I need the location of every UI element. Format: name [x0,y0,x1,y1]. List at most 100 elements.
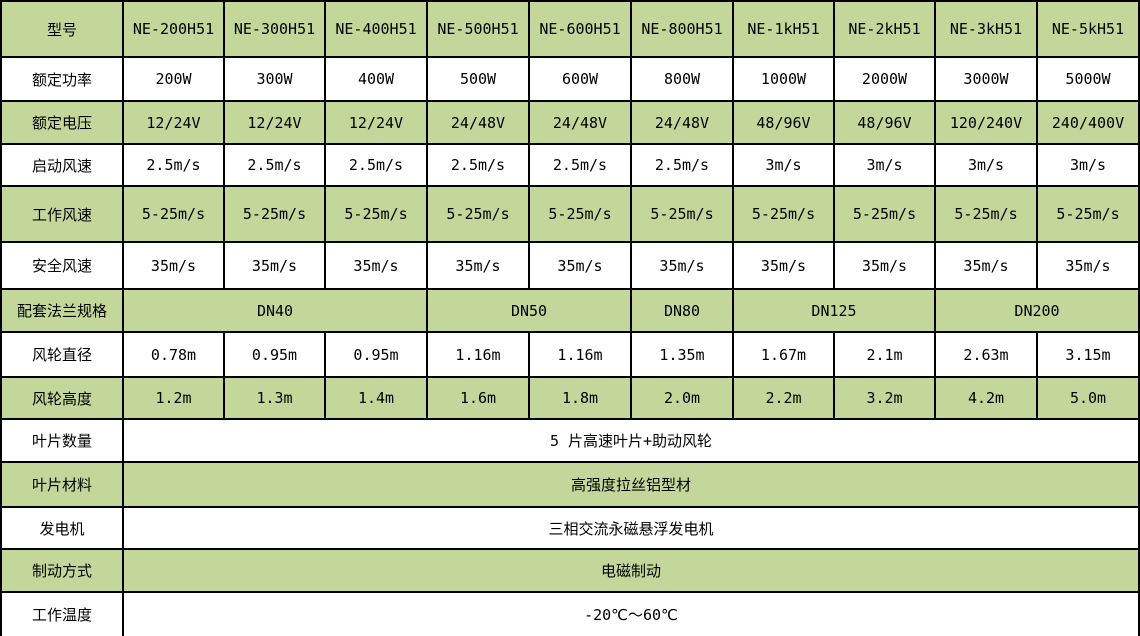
flange-span-cell: DN50 [426,288,632,333]
full-width-value-cell: 高强度拉丝铝型材 [122,461,1140,508]
row-label-rotor-height: 风轮高度 [0,376,124,420]
model-header-cell: NE-200H51 [122,0,225,58]
row-label-startup-wind-speed: 启动风速 [0,143,124,187]
spec-value-cell: 4.2m [934,376,1038,420]
row-label-safety-wind-speed: 安全风速 [0,241,124,290]
flange-span-cell: DN40 [122,288,428,333]
spec-value-cell: 800W [630,56,734,102]
row-label-flange-spec: 配套法兰规格 [0,288,124,333]
spec-value-cell: 600W [528,56,632,102]
model-header-cell: NE-500H51 [426,0,530,58]
spec-value-cell: 5-25m/s [528,185,632,243]
spec-value-cell: 35m/s [732,241,835,290]
spec-value-cell: 24/48V [528,100,632,145]
model-header-cell: NE-800H51 [630,0,734,58]
row-label-rotor-diameter: 风轮直径 [0,331,124,378]
table-row-blade-count: 叶片数量 5 片高速叶片+助动风轮 [0,418,1140,463]
spec-value-cell: 300W [223,56,326,102]
spec-value-cell: 2.5m/s [122,143,225,187]
row-label-braking-method: 制动方式 [0,548,124,593]
model-header-cell: NE-3kH51 [934,0,1038,58]
table-row-startup-wind-speed: 启动风速 2.5m/s 2.5m/s 2.5m/s 2.5m/s 2.5m/s 2.5m/s… [0,143,1140,187]
table-row-rated-power: 额定功率 200W 300W 400W 500W 600W 800W 1000W 2000W 30… [0,56,1140,102]
flange-span-cell: DN80 [630,288,734,333]
spec-value-cell: 500W [426,56,530,102]
spec-value-cell: 1.67m [732,331,835,378]
spec-value-cell: 2.0m [630,376,734,420]
spec-value-cell: 5-25m/s [426,185,530,243]
row-label-model: 型号 [0,0,124,58]
spec-value-cell: 0.95m [223,331,326,378]
table-row-rotor-height: 风轮高度 1.2m 1.3m 1.4m 1.6m 1.8m 2.0m 2.2m 3.2m 4.2m… [0,376,1140,420]
row-label-blade-material: 叶片材料 [0,461,124,508]
spec-value-cell: 5-25m/s [732,185,835,243]
row-label-rated-power: 额定功率 [0,56,124,102]
row-label-working-wind-speed: 工作风速 [0,185,124,243]
spec-value-cell: 12/24V [223,100,326,145]
spec-value-cell: 48/96V [732,100,835,145]
spec-value-cell: 1.2m [122,376,225,420]
full-width-value-cell: 电磁制动 [122,548,1140,593]
spec-value-cell: 48/96V [833,100,936,145]
table-row-rotor-diameter: 风轮直径 0.78m 0.95m 0.95m 1.16m 1.16m 1.35m 1.67m 2… [0,331,1140,378]
full-width-value-cell: -20℃～60℃ [122,591,1140,636]
spec-value-cell: 2.5m/s [324,143,428,187]
spec-value-cell: 1.3m [223,376,326,420]
table-row-safety-wind-speed: 安全风速 35m/s 35m/s 35m/s 35m/s 35m/s 35m/s 35m/s 3… [0,241,1140,290]
spec-value-cell: 35m/s [426,241,530,290]
spec-value-cell: 35m/s [324,241,428,290]
spec-value-cell: 3m/s [833,143,936,187]
flange-span-cell: DN125 [732,288,936,333]
spec-value-cell: 120/240V [934,100,1038,145]
spec-value-cell: 1.16m [426,331,530,378]
spec-value-cell: 1.6m [426,376,530,420]
spec-value-cell: 3m/s [1036,143,1140,187]
model-header-cell: NE-300H51 [223,0,326,58]
model-header-cell: NE-1kH51 [732,0,835,58]
spec-value-cell: 5-25m/s [1036,185,1140,243]
full-width-value-cell: 5 片高速叶片+助动风轮 [122,418,1140,463]
spec-value-cell: 2.5m/s [426,143,530,187]
spec-value-cell: 2.5m/s [630,143,734,187]
row-label-generator: 发电机 [0,506,124,550]
spec-value-cell: 5-25m/s [934,185,1038,243]
spec-value-cell: 5-25m/s [223,185,326,243]
spec-value-cell: 1.16m [528,331,632,378]
table-row-flange-spec: 配套法兰规格 DN40 DN50 DN80 DN125 DN200 [0,288,1140,333]
spec-value-cell: 35m/s [630,241,734,290]
model-header-cell: NE-5kH51 [1036,0,1140,58]
table-row-blade-material: 叶片材料 高强度拉丝铝型材 [0,461,1140,508]
flange-span-cell: DN200 [934,288,1140,333]
full-width-value-cell: 三相交流永磁悬浮发电机 [122,506,1140,550]
spec-value-cell: 2000W [833,56,936,102]
spec-value-cell: 5-25m/s [324,185,428,243]
spec-value-cell: 1000W [732,56,835,102]
model-header-cell: NE-400H51 [324,0,428,58]
spec-value-cell: 3m/s [934,143,1038,187]
spec-value-cell: 2.63m [934,331,1038,378]
table-row-working-temperature: 工作温度 -20℃～60℃ [0,591,1140,636]
spec-value-cell: 2.5m/s [223,143,326,187]
spec-value-cell: 24/48V [630,100,734,145]
spec-value-cell: 0.95m [324,331,428,378]
spec-value-cell: 2.5m/s [528,143,632,187]
model-header-cell: NE-2kH51 [833,0,936,58]
spec-value-cell: 5-25m/s [833,185,936,243]
table-row-braking-method: 制动方式 电磁制动 [0,548,1140,593]
spec-value-cell: 200W [122,56,225,102]
row-label-rated-voltage: 额定电压 [0,100,124,145]
spec-value-cell: 24/48V [426,100,530,145]
model-header-cell: NE-600H51 [528,0,632,58]
spec-value-cell: 5-25m/s [630,185,734,243]
spec-value-cell: 35m/s [1036,241,1140,290]
spec-value-cell: 2.2m [732,376,835,420]
spec-value-cell: 12/24V [324,100,428,145]
spec-value-cell: 5000W [1036,56,1140,102]
spec-value-cell: 1.35m [630,331,734,378]
spec-value-cell: 3.2m [833,376,936,420]
spec-value-cell: 5.0m [1036,376,1140,420]
spec-value-cell: 240/400V [1036,100,1140,145]
table-row-working-wind-speed: 工作风速 5-25m/s 5-25m/s 5-25m/s 5-25m/s 5-25m/s 5… [0,185,1140,243]
